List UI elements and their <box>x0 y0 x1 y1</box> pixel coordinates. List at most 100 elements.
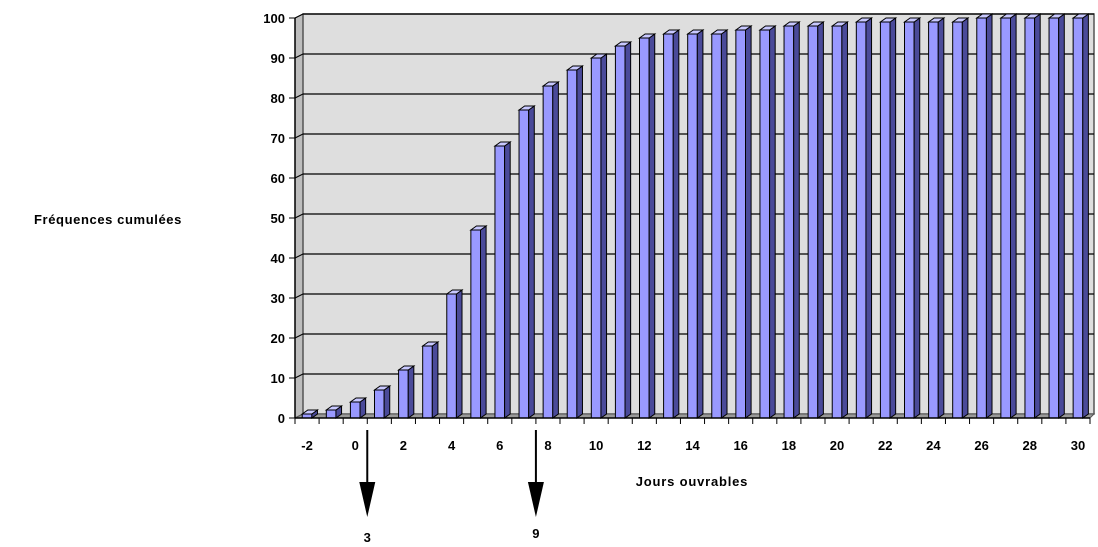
bar-front <box>470 229 482 419</box>
bar-top <box>445 289 464 295</box>
bar-side <box>985 13 993 419</box>
bar-top <box>1047 13 1066 19</box>
x-tick-label: 6 <box>496 438 503 453</box>
bar-top <box>951 17 970 23</box>
x-tick-label: 14 <box>685 438 700 453</box>
bar-top <box>710 29 729 35</box>
bar-top <box>517 105 536 111</box>
gridline-slant <box>294 93 304 99</box>
bar-front <box>1000 17 1012 419</box>
bar-front <box>687 33 698 419</box>
bar-side <box>1034 13 1041 419</box>
bar-top <box>348 397 368 403</box>
bar-top <box>999 13 1018 19</box>
bar <box>637 33 657 419</box>
bar-front <box>976 17 987 419</box>
bar-top <box>734 25 753 31</box>
bar-top <box>878 17 898 23</box>
y-tick-label: 30 <box>271 291 285 306</box>
bar-front <box>759 29 771 419</box>
bar-side <box>648 33 656 419</box>
bar-top <box>927 17 946 23</box>
arrow-head <box>359 482 376 517</box>
bar-top <box>975 13 994 19</box>
gridline-slant <box>294 133 304 139</box>
bar-side <box>480 225 487 419</box>
bar-top <box>397 365 416 371</box>
bar-front <box>349 401 361 419</box>
y-tick-label: 100 <box>263 11 285 26</box>
bar <box>300 409 320 419</box>
x-tick-label: 12 <box>637 438 651 453</box>
bar-front <box>566 69 578 419</box>
bar <box>469 225 488 419</box>
bar-top <box>469 225 488 231</box>
bar-front <box>446 293 457 419</box>
bar-top <box>686 29 705 35</box>
bar-side <box>889 17 897 419</box>
bar <box>541 81 560 419</box>
bar-front <box>1048 17 1060 419</box>
bar <box>999 13 1018 419</box>
bar-side <box>528 105 535 419</box>
bar <box>975 13 994 419</box>
bar-side <box>552 81 559 419</box>
bar-top <box>806 21 825 27</box>
bar-side <box>1082 13 1089 419</box>
bar-front <box>374 389 385 419</box>
bar-front <box>807 25 819 419</box>
bar-front <box>518 109 530 419</box>
bar-top <box>782 21 801 27</box>
bar-side <box>624 41 632 419</box>
bar-front <box>325 409 337 419</box>
bar-front <box>494 145 506 419</box>
x-tick-label: 8 <box>544 438 551 453</box>
bar-front <box>904 21 915 419</box>
bar-top <box>493 141 512 147</box>
bar-front <box>422 345 433 419</box>
bar-side <box>769 25 776 419</box>
bar <box>445 289 464 419</box>
y-tick-label: 90 <box>271 51 285 66</box>
bar <box>1023 13 1042 419</box>
gridline-slant <box>294 373 304 379</box>
gridline-slant <box>294 173 304 179</box>
x-tick-label: 20 <box>830 438 844 453</box>
bar-side <box>383 385 391 419</box>
y-tick-label: 60 <box>271 171 285 186</box>
bar-front <box>831 25 843 419</box>
bar <box>613 41 633 419</box>
x-tick-label: 26 <box>974 438 988 453</box>
bar <box>589 53 609 419</box>
bar-front <box>1024 17 1036 419</box>
x-tick-label: 16 <box>733 438 747 453</box>
bar-top <box>1071 13 1090 19</box>
bar-front <box>711 33 722 419</box>
bar-side <box>1010 13 1017 419</box>
y-axis-label: Fréquences cumulées <box>34 212 182 227</box>
y-tick-label: 80 <box>271 91 285 106</box>
bar-front <box>928 21 939 419</box>
bar <box>348 397 368 419</box>
bar <box>878 17 898 419</box>
bar <box>806 21 825 419</box>
y-tick-label: 0 <box>278 411 285 426</box>
bar <box>734 25 753 419</box>
bar-side <box>455 289 463 419</box>
bar-top <box>300 409 320 415</box>
gridline-slant <box>294 213 304 219</box>
y-tick-label: 50 <box>271 211 285 226</box>
gridline-slant <box>294 333 304 339</box>
bar-side <box>817 21 824 419</box>
x-axis-ticks: -2 0 2 4 6 8 10 12 14 16 18 20 22 24 26 28 30 <box>294 418 1091 453</box>
bar-side <box>431 341 439 419</box>
y-tick-label: 40 <box>271 251 285 266</box>
bar <box>493 141 512 419</box>
annotation-label: 3 <box>364 530 371 545</box>
x-tick-label: 2 <box>400 438 407 453</box>
bar-top <box>589 53 609 59</box>
bar <box>421 341 440 419</box>
bar-top <box>613 41 633 47</box>
